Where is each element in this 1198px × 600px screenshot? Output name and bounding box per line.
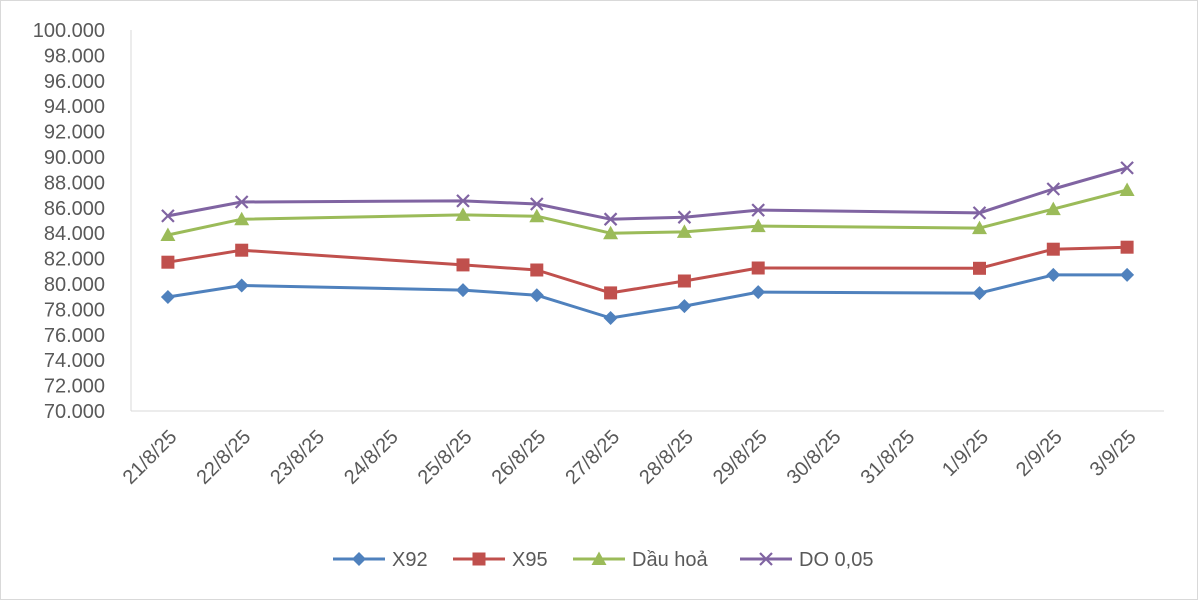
y-tick-label: 76.000 bbox=[44, 325, 105, 347]
series-x95-point-25-8-25 bbox=[456, 258, 470, 272]
y-tick-label: 86.000 bbox=[44, 198, 105, 220]
series-x92-point-26-8-25 bbox=[529, 288, 544, 303]
y-tick-label: 70.000 bbox=[44, 401, 105, 423]
y-tick-label: 100.000 bbox=[33, 20, 105, 42]
series-dau-hoa-line bbox=[166, 188, 1129, 237]
series-x95 bbox=[161, 240, 1134, 300]
series-x92-point-21-8-25 bbox=[160, 290, 175, 304]
series-dau-hoa-point-27-8-25 bbox=[603, 225, 619, 240]
series-x95-point-27-8-25 bbox=[604, 286, 618, 300]
legend-item-dau-hoa: Dầu hoả bbox=[573, 549, 708, 571]
series-x95-point-1-9-25 bbox=[973, 261, 986, 275]
y-axis-tick-labels: 100.000 98.000 96.000 94.000 92.000 90.000 88.… bbox=[33, 20, 105, 423]
series-x95-point-21-8-25 bbox=[161, 255, 175, 269]
series-do-0-05-point-21-8-25 bbox=[161, 209, 175, 223]
series-x92-line bbox=[166, 273, 1129, 320]
series-do-0-05-point-2-9-25 bbox=[1046, 182, 1061, 196]
series-do-0-05-point-25-8-25 bbox=[456, 194, 470, 208]
series-do-0-05-point-27-8-25 bbox=[603, 212, 618, 226]
series-dau-hoa bbox=[160, 182, 1135, 241]
series-dau-hoa-point-1-9-25 bbox=[972, 220, 987, 235]
legend: X92 X95 Dầu hoả DO 0,05 bbox=[333, 549, 873, 571]
series-x92-point-2-9-25 bbox=[1046, 267, 1061, 282]
legend-label: X92 bbox=[392, 549, 428, 571]
series-dau-hoa-point-26-8-25 bbox=[529, 208, 545, 223]
series-x95-point-22-8-25 bbox=[235, 243, 249, 257]
series-do-0-05-point-3-9-25 bbox=[1120, 161, 1134, 175]
series-dau-hoa-point-25-8-25 bbox=[455, 207, 471, 221]
legend-label: X95 bbox=[512, 549, 548, 571]
series-x92-point-28-8-25 bbox=[677, 299, 692, 314]
series-do-0-05-line bbox=[166, 166, 1129, 221]
series-dau-hoa-point-2-9-25 bbox=[1045, 201, 1061, 216]
series-x92-point-22-8-25 bbox=[234, 278, 249, 293]
series-x92-point-25-8-25 bbox=[456, 283, 470, 298]
y-tick-label: 80.000 bbox=[44, 274, 105, 296]
legend-marker bbox=[591, 551, 607, 565]
series-do-0-05-point-22-8-25 bbox=[234, 195, 249, 209]
y-tick-label: 88.000 bbox=[44, 172, 105, 194]
y-tick-label: 90.000 bbox=[44, 147, 105, 169]
y-tick-label: 84.000 bbox=[44, 223, 105, 245]
legend-item-x95: X95 bbox=[453, 549, 548, 571]
series-x92-point-3-9-25 bbox=[1120, 267, 1135, 282]
legend-item-do-0-05: DO 0,05 bbox=[740, 549, 873, 571]
series-x95-point-3-9-25 bbox=[1120, 240, 1134, 254]
series-do-0-05-point-28-8-25 bbox=[677, 210, 692, 224]
y-tick-label: 74.000 bbox=[44, 350, 105, 372]
y-tick-label: 92.000 bbox=[44, 122, 105, 144]
series-do-0-05 bbox=[161, 161, 1134, 226]
series-do-0-05-point-1-9-25 bbox=[972, 206, 987, 220]
series-layer bbox=[160, 161, 1135, 325]
series-x92-point-27-8-25 bbox=[603, 311, 618, 325]
y-tick-label: 82.000 bbox=[44, 249, 105, 271]
series-x95-point-26-8-25 bbox=[530, 263, 544, 277]
series-x92-point-1-9-25 bbox=[972, 286, 987, 301]
series-x92 bbox=[160, 267, 1135, 325]
series-x95-point-29-8-25 bbox=[751, 261, 765, 275]
series-x95-point-2-9-25 bbox=[1046, 242, 1060, 256]
series-dau-hoa-point-21-8-25 bbox=[160, 227, 176, 241]
legend-label: Dầu hoả bbox=[632, 549, 708, 571]
series-x95-line bbox=[166, 245, 1129, 295]
series-x92-point-29-8-25 bbox=[751, 285, 766, 300]
legend-marker bbox=[472, 552, 486, 566]
y-tick-label: 98.000 bbox=[44, 45, 105, 67]
legend-marker bbox=[352, 552, 366, 566]
legend-item-x92: X92 bbox=[333, 549, 428, 571]
series-dau-hoa-point-28-8-25 bbox=[676, 224, 692, 238]
y-tick-label: 96.000 bbox=[44, 71, 105, 93]
legend-marker bbox=[759, 552, 773, 566]
legend-label: DO 0,05 bbox=[799, 549, 873, 571]
y-tick-label: 94.000 bbox=[44, 96, 105, 118]
y-tick-label: 78.000 bbox=[44, 299, 105, 321]
series-do-0-05-point-26-8-25 bbox=[530, 197, 544, 211]
series-dau-hoa-point-22-8-25 bbox=[234, 211, 250, 226]
series-do-0-05-point-29-8-25 bbox=[751, 203, 765, 217]
series-dau-hoa-point-3-9-25 bbox=[1119, 182, 1135, 196]
y-tick-label: 72.000 bbox=[44, 376, 105, 398]
series-x95-point-28-8-25 bbox=[677, 274, 691, 288]
series-dau-hoa-point-29-8-25 bbox=[750, 218, 766, 233]
